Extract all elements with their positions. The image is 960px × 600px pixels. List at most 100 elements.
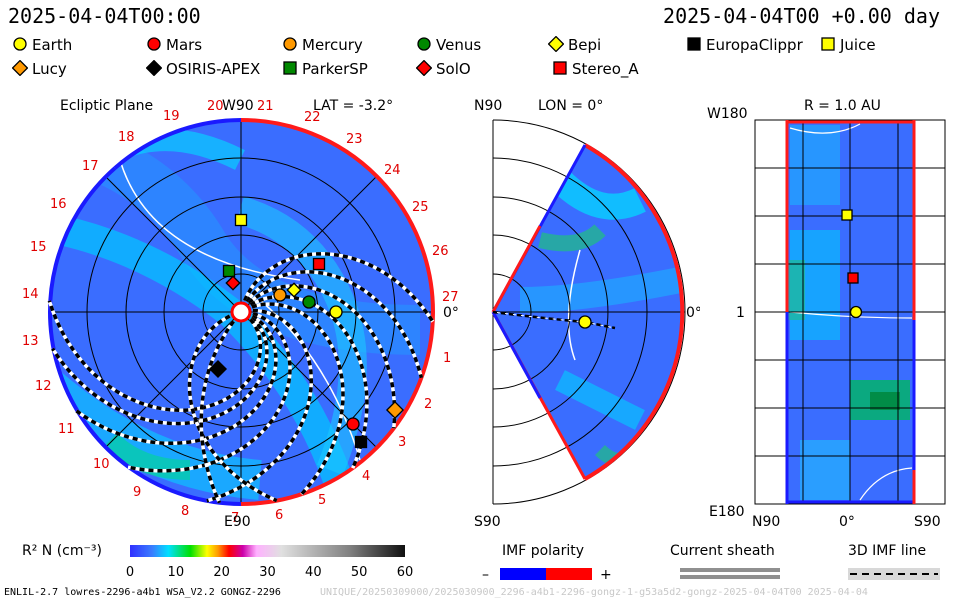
carrington-tick-20: 20 (207, 99, 224, 114)
legend-item-stereo-a: Stereo_A (552, 60, 639, 78)
meridional-plane-panel: N90 S90 0° LON = 0° (474, 98, 700, 530)
imf-spiral-8 (75, 314, 278, 446)
radial-top-label: W180 (707, 106, 748, 122)
carrington-tick-7: 7 (231, 511, 239, 526)
colorbar-tick-20: 20 (213, 565, 230, 580)
legend-marker-osiris-apex (145, 59, 163, 77)
legend-marker-lucy (11, 59, 29, 77)
imf-polarity-label: IMF polarity (502, 543, 585, 559)
imf-spiral-10 (47, 300, 263, 413)
venus-marker-ecliptic (302, 295, 316, 309)
current-sheath-swatch (680, 568, 780, 579)
upper-boundary-red-segment (491, 225, 542, 313)
carrington-tick-6: 6 (275, 508, 283, 523)
radial-x-label-mid: 0° (839, 514, 855, 530)
legend-marker-bepi (547, 35, 565, 53)
legend-item-osiris-apex: OSIRIS-APEX (145, 59, 261, 78)
footer-model-label: ENLIL-2.7 lowres-2296-a4b1 WSA_V2.2 GONG… (4, 587, 281, 598)
bepi-marker-ecliptic (286, 282, 302, 298)
ecliptic-plane-label: Ecliptic Plane (60, 98, 153, 114)
legend-label-europaclippr: EuropaClippr (706, 36, 803, 54)
imf-spiral-5 (251, 302, 345, 496)
carrington-tick-14: 14 (22, 287, 39, 302)
radial-mid-label: 1 (736, 305, 745, 321)
legend-label-parkersp: ParkerSP (302, 60, 368, 78)
colorbar-tick-10: 10 (168, 565, 185, 580)
ecliptic-bottom-label: E90 (224, 514, 251, 530)
solo-marker-ecliptic (225, 275, 241, 291)
imf-spiral-1 (243, 252, 435, 323)
ecliptic-top-label: W90 (222, 98, 254, 114)
carrington-tick-10: 10 (93, 457, 110, 472)
legend-item-europaclippr: EuropaClippr (686, 36, 803, 54)
carrington-tick-25: 25 (412, 200, 429, 215)
carrington-tick-2: 2 (424, 397, 432, 412)
legend-marker-mercury (283, 37, 297, 51)
colorbar-tick-60: 60 (397, 565, 414, 580)
carrington-tick-16: 16 (50, 197, 67, 212)
carrington-tick-5: 5 (318, 493, 326, 508)
imf-spiral-3 (247, 284, 397, 429)
lucy-marker-ecliptic (385, 400, 405, 420)
legend-item-solo: SolO (415, 59, 471, 78)
earth-marker-meridional (578, 315, 592, 329)
radial-x-label-left: N90 (752, 514, 780, 530)
legend-item-venus: Venus (416, 36, 481, 54)
time-left-label: 2025-04-04T00:00 (8, 4, 201, 28)
imf-polarity-bar (500, 568, 592, 580)
carrington-tick-17: 17 (82, 159, 99, 174)
legend-marker-earth (13, 37, 27, 51)
carrington-tick-21: 21 (257, 99, 274, 114)
earth-marker-ecliptic (329, 305, 343, 319)
carrington-tick-13: 13 (22, 334, 39, 349)
legend-marker-stereo-a (553, 61, 567, 75)
juice-marker-ecliptic (234, 213, 248, 227)
object-legend: Earth Mars Mercury Venus Bepi EuropaClippr Jui… (0, 35, 960, 86)
mercury-marker-ecliptic (273, 288, 287, 302)
carrington-tick-15: 15 (30, 240, 47, 255)
stereo-a-marker-ecliptic (312, 257, 326, 271)
legend-item-mars: Mars (146, 36, 202, 54)
legend-label-mars: Mars (166, 36, 203, 54)
colorbar-tick-0: 0 (126, 565, 134, 580)
legend-label-solo: SolO (436, 60, 471, 78)
meridional-right-label: 0° (686, 305, 700, 321)
stereo-a-marker-radial (847, 272, 859, 284)
imf-spiral-7 (127, 311, 292, 473)
legend-label-stereo-a: Stereo_A (572, 60, 639, 78)
imf-plus-label: + (600, 567, 612, 583)
carrington-tick-24: 24 (384, 163, 401, 178)
radial-surface-panel: R = 1.0 AU W180 E180 1 N90 0° S90 (707, 98, 946, 530)
imf-spiral-6 (206, 308, 314, 503)
sun-inner-boundary (230, 301, 252, 323)
legend-item-earth: Earth (12, 36, 72, 54)
legend-item-lucy: Lucy (11, 59, 67, 78)
carrington-tick-23: 23 (346, 132, 363, 147)
legend-item-mercury: Mercury (282, 36, 363, 54)
legend-item-parkersp: ParkerSP (282, 60, 368, 78)
imf-spiral-9-bg (51, 316, 269, 426)
legend-label-juice: Juice (840, 36, 876, 54)
carrington-tick-9: 9 (133, 485, 141, 500)
legend-label-mercury: Mercury (302, 36, 363, 54)
mars-marker-ecliptic (346, 417, 360, 431)
legend-label-lucy: Lucy (32, 60, 67, 78)
legend-label-osiris-apex: OSIRIS-APEX (166, 60, 261, 78)
osiris-apex-marker-ecliptic (208, 359, 228, 379)
imf-line-label: 3D IMF line (848, 543, 927, 559)
imf-spiral-11 (187, 314, 278, 503)
legend-item-juice: Juice (820, 36, 876, 54)
legend-label-earth: Earth (32, 36, 73, 54)
legend-marker-solo (415, 59, 433, 77)
europaclippr-marker-ecliptic (354, 435, 368, 449)
carrington-tick-11: 11 (58, 422, 75, 437)
carrington-tick-1: 1 (443, 351, 451, 366)
footer-run-label: UNIQUE/20250309000/2025030900_2296-a4b1-… (320, 587, 868, 598)
legend-label-bepi: Bepi (568, 36, 602, 54)
meridional-lon-label: LON = 0° (538, 98, 603, 114)
meridional-top-label: N90 (474, 98, 502, 114)
carrington-tick-26: 26 (432, 244, 449, 259)
juice-marker-radial (841, 209, 853, 221)
carrington-tick-8: 8 (181, 504, 189, 519)
